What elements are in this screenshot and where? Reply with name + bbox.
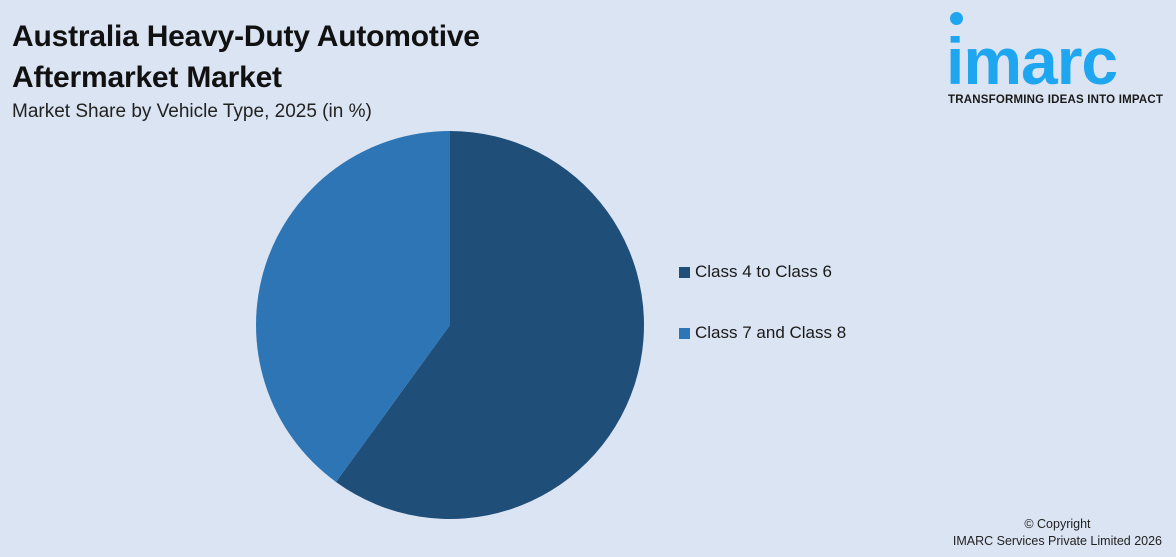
copyright-line2: IMARC Services Private Limited 2026: [952, 534, 1162, 548]
pie-slice-class-7-and-class-8: [256, 131, 450, 482]
legend-label: Class 4 to Class 6: [695, 262, 832, 281]
copyright-notice: © Copyright IMARC Services Private Limit…: [953, 516, 1162, 550]
chart-title: Australia Heavy-Duty Automotive Aftermar…: [12, 16, 480, 98]
copyright-line1: © Copyright: [1024, 517, 1091, 531]
legend-item-class-7-and-8: Class 7 and Class 8: [679, 323, 846, 343]
chart-title-line1: Australia Heavy-Duty Automotive: [12, 20, 480, 53]
chart-subtitle: Market Share by Vehicle Type, 2025 (in %…: [12, 101, 372, 122]
legend-swatch: [679, 327, 690, 339]
legend-label: Class 7 and Class 8: [695, 323, 847, 342]
chart-title-line2: Aftermarket Market: [12, 61, 282, 94]
imarc-logo: imarc TRANSFORMING IDEAS INTO IMPACT: [946, 12, 1170, 108]
legend-item-class-4-to-6: Class 4 to Class 6: [679, 262, 846, 282]
legend-swatch: [679, 266, 690, 278]
logo-dot-icon: [950, 12, 963, 25]
pie-slice-class-4-to-class-6: [335, 131, 644, 520]
logo-tagline: TRANSFORMING IDEAS INTO IMPACT: [948, 94, 1164, 106]
chart-legend: Class 4 to Class 6 Class 7 and Class 8: [679, 262, 846, 384]
logo-wordmark: imarc: [946, 24, 1118, 98]
